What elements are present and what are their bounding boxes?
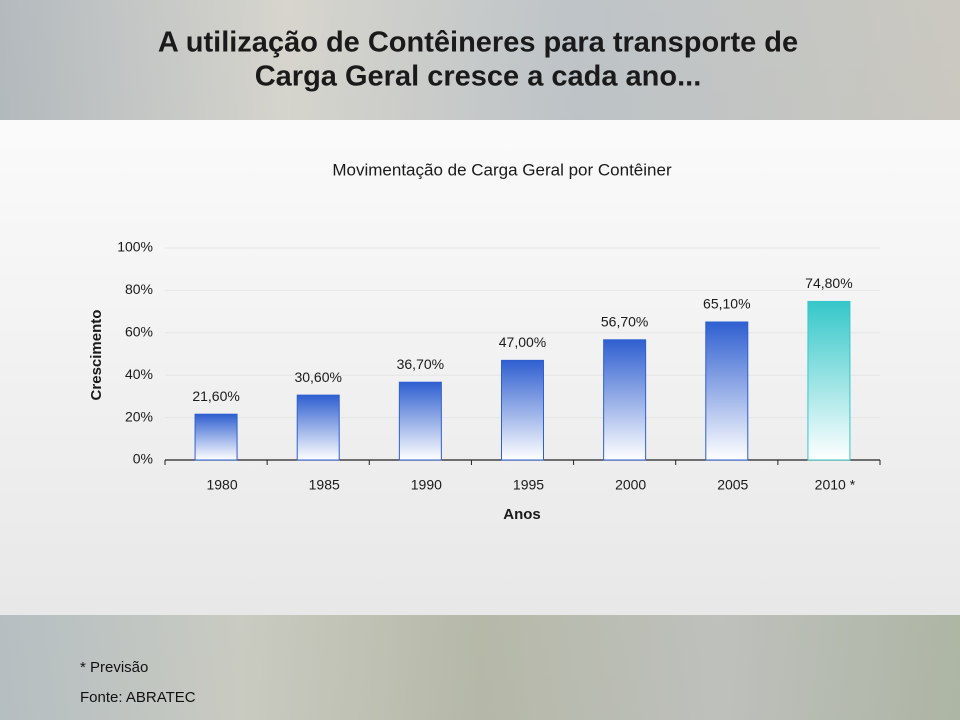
x-tick-label: 1990 [411,477,442,493]
photo-strip-bottom [0,615,960,720]
x-tick-label: 2005 [717,477,748,493]
data-label: 65,10% [703,296,750,312]
y-axis-label: Crescimento [88,310,105,401]
y-tick-label: 0% [133,451,153,467]
data-label: 56,70% [601,313,648,329]
x-tick-label: 1980 [206,477,237,493]
bar [603,339,647,461]
chart-title: Movimentação de Carga Geral por Contêine… [332,160,672,179]
data-label: 47,00% [499,334,546,350]
y-tick-label: 80% [125,281,153,297]
photo-strip-top [0,0,960,120]
bar [501,359,544,461]
x-tick-label: 2000 [615,477,646,493]
slide-title: A utilização de Contêineres para transpo… [158,27,798,59]
data-label: 74,80% [805,275,852,291]
x-tick-label: 2010 * [815,477,856,493]
slide-title: Carga Geral cresce a cada ano... [255,61,702,93]
x-axis-label: Anos [503,506,541,523]
data-label: 21,60% [192,388,239,404]
y-tick-label: 20% [125,408,153,424]
footnote: * Previsão [80,659,148,676]
y-tick-label: 100% [117,239,153,255]
bar [194,413,238,461]
bar [398,381,442,461]
source: Fonte: ABRATEC [80,689,196,706]
x-tick-label: 1985 [309,477,340,493]
y-tick-label: 60% [125,324,153,340]
y-tick-label: 40% [125,366,153,382]
data-label: 36,70% [397,356,444,372]
bar [705,321,749,461]
x-tick-label: 1995 [513,477,544,493]
bar [296,394,340,461]
bar [807,300,851,461]
data-label: 30,60% [294,369,341,385]
